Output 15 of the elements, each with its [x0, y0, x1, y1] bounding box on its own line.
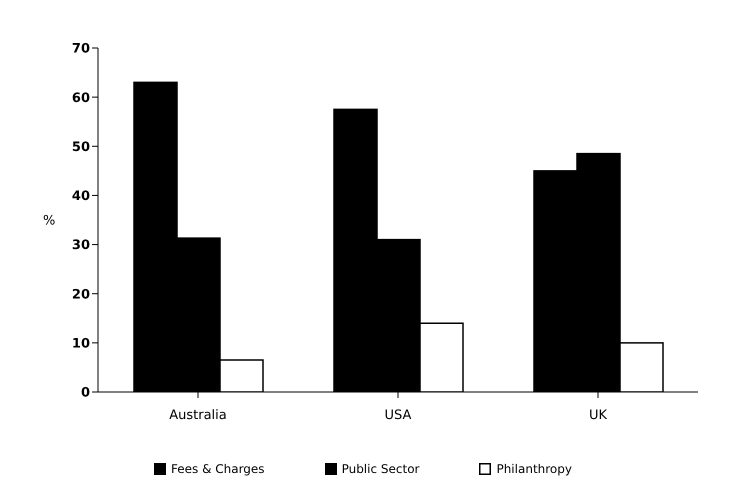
- y-tick-label: 0: [80, 386, 90, 401]
- y-axis-title: %: [43, 214, 56, 229]
- x-tick-label: Australia: [169, 408, 227, 424]
- legend-label: Fees & Charges: [171, 462, 265, 476]
- y-tick-label: 50: [72, 140, 90, 155]
- y-tick-label: 20: [72, 287, 90, 302]
- x-tick-label: UK: [588, 408, 608, 424]
- y-tick-label: 70: [72, 42, 90, 57]
- legend-label: Public Sector: [342, 462, 420, 476]
- legend-label: Philanthropy: [496, 462, 572, 476]
- y-tick-label: 10: [72, 336, 90, 352]
- y-tick-label: 60: [72, 90, 90, 106]
- x-tick-label: USA: [384, 408, 412, 424]
- y-tick-label: 40: [72, 189, 90, 204]
- y-tick-label: 30: [72, 238, 90, 254]
